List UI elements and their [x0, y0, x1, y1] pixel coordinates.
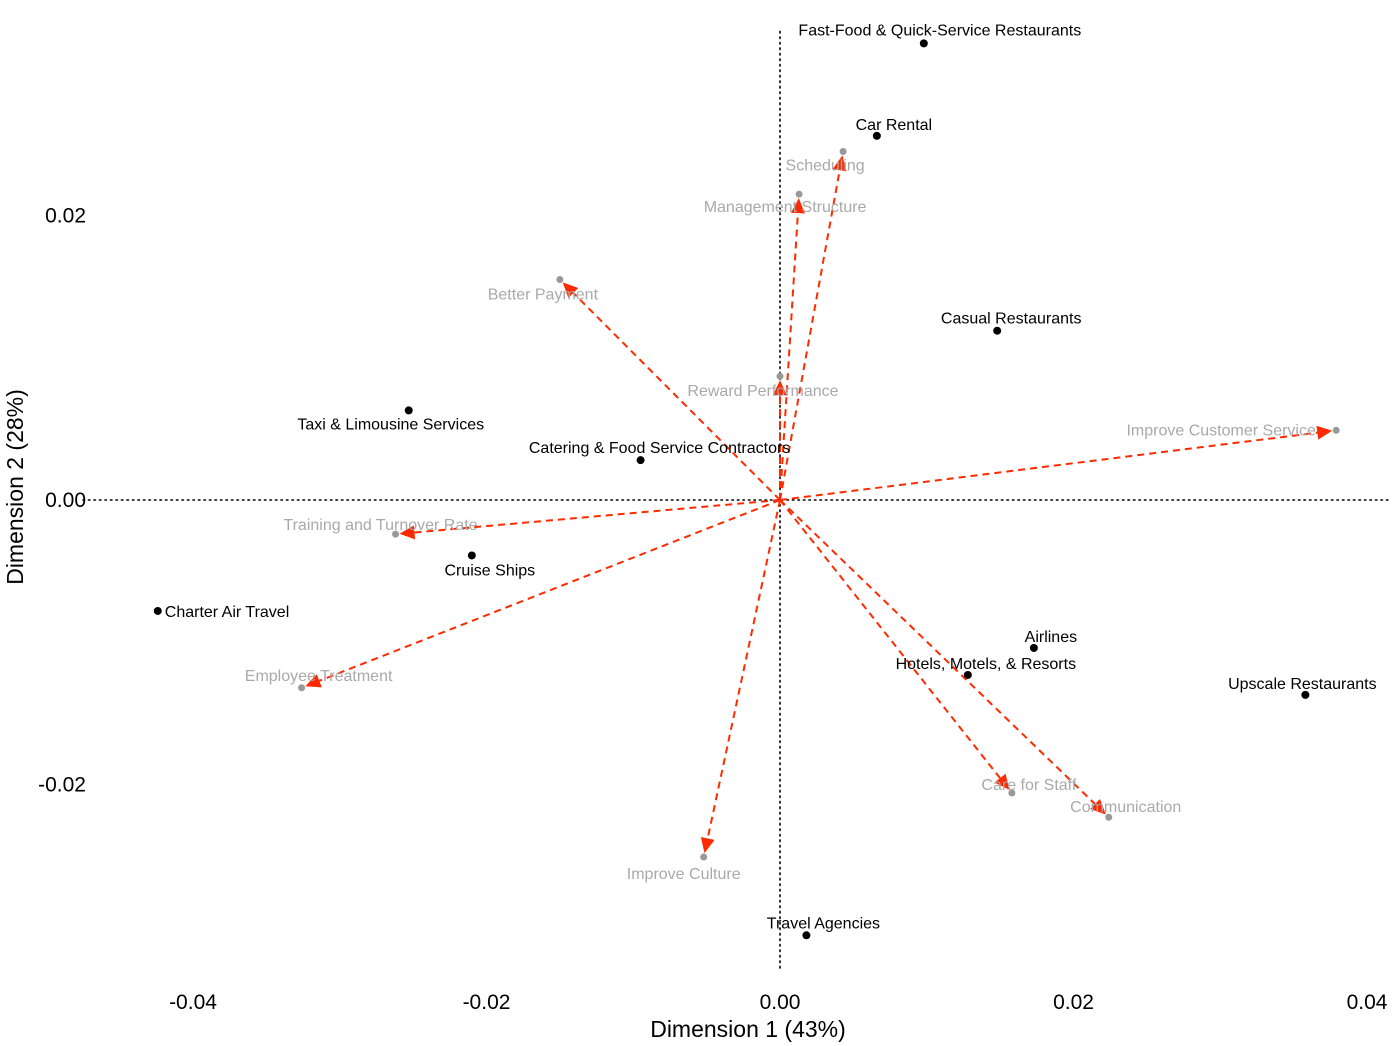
x-axis-title: Dimension 1 (43%) — [650, 1016, 846, 1042]
y-tick-label: 0.00 — [45, 489, 86, 512]
arrow-head — [832, 155, 847, 172]
arrow-line — [572, 292, 781, 501]
column-point-label: Communication — [1070, 799, 1181, 816]
column-point-label: Scheduling — [786, 157, 865, 174]
arrow-line — [779, 170, 841, 501]
row-point-label: Cruise Ships — [444, 562, 535, 579]
row-point — [1301, 690, 1310, 699]
row-point — [919, 39, 928, 48]
arrow-line — [779, 431, 1318, 501]
column-point-label: Reward Performance — [687, 383, 838, 400]
x-tick-label: 0.02 — [1053, 991, 1094, 1014]
column-point-label: Training and Turnover Rate — [283, 517, 477, 534]
row-point-label: Charter Air Travel — [165, 604, 289, 621]
column-point — [776, 372, 784, 380]
x-tick-label: -0.02 — [463, 991, 511, 1014]
row-point — [993, 326, 1002, 335]
column-point-label: Better Payment — [488, 287, 599, 304]
arrow-head — [773, 380, 787, 396]
row-point-label: Car Rental — [856, 117, 932, 134]
row-point-label: Fast-Food & Quick-Service Restaurants — [798, 22, 1081, 39]
row-point-label: Upscale Restaurants — [1228, 676, 1377, 693]
row-point-label: Taxi & Limousine Services — [297, 416, 484, 433]
row-point — [802, 931, 811, 940]
row-point — [404, 406, 413, 415]
arrow-head — [994, 773, 1010, 790]
arrow-line — [414, 499, 781, 534]
chart-point-labels: Scheduling Management Structure Better Pay… — [165, 22, 1377, 932]
row-point — [872, 131, 881, 140]
x-tick-label: 0.04 — [1347, 991, 1388, 1014]
column-point-label: Employee Treatment — [245, 668, 393, 685]
row-point-label: Travel Agencies — [767, 915, 880, 932]
column-point-label: Improve Culture — [627, 866, 741, 883]
column-point — [795, 190, 803, 198]
row-point — [963, 670, 972, 679]
arrow-line — [318, 499, 781, 682]
row-point-label: Hotels, Motels, & Resorts — [896, 656, 1077, 673]
column-point — [700, 853, 708, 861]
column-point — [839, 147, 847, 155]
row-point — [636, 456, 645, 465]
column-point-label: Management Structure — [704, 199, 867, 216]
column-point — [392, 530, 400, 538]
column-point-label: Improve Customer Service — [1126, 422, 1315, 439]
arrow-head — [700, 837, 715, 854]
arrow-line — [779, 499, 1096, 805]
column-point-label: Care for Staff — [981, 777, 1076, 794]
row-point — [153, 606, 162, 615]
column-arrows — [305, 155, 1333, 854]
x-tick-label: 0.00 — [760, 991, 801, 1014]
column-point — [1105, 813, 1113, 821]
arrow-line — [779, 499, 1001, 779]
column-point — [1008, 789, 1016, 797]
column-point — [298, 684, 306, 692]
row-point — [1029, 643, 1038, 652]
arrow-head — [562, 282, 579, 298]
column-point — [556, 276, 564, 284]
row-point-label: Casual Restaurants — [941, 311, 1082, 328]
row-point-label: Airlines — [1025, 629, 1077, 646]
x-tick-label: -0.04 — [169, 991, 217, 1014]
arrow-line — [706, 499, 781, 839]
row-point-label: Catering & Food Service Contractors — [529, 440, 790, 457]
arrow-head — [305, 674, 322, 688]
y-tick-label: -0.02 — [38, 774, 86, 797]
axis-tick-labels: -0.04 -0.02 0.00 0.02 0.04 -0.02 0.00 0.02 — [38, 205, 1388, 1015]
row-point — [467, 551, 476, 560]
column-point — [1332, 426, 1340, 434]
arrow-head — [790, 198, 805, 214]
arrow-head — [1090, 798, 1106, 815]
arrow-head — [1316, 425, 1333, 440]
zero-reference-lines — [82, 30, 1390, 970]
y-axis-title: Dimension 2 (28%) — [2, 389, 28, 585]
chart-points — [153, 39, 1340, 940]
arrow-head — [399, 525, 416, 540]
y-tick-label: 0.02 — [45, 205, 86, 228]
